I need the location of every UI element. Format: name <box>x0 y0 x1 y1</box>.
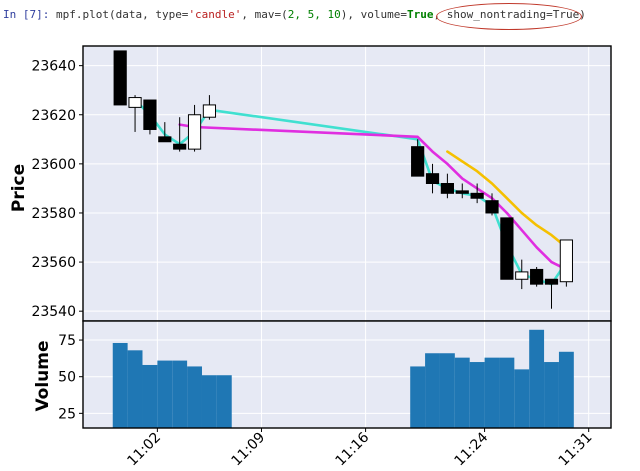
moving-average-line-10 <box>446 150 568 249</box>
candle-body <box>500 217 514 280</box>
volume-bar <box>439 353 455 428</box>
volume-tick-label: 50 <box>58 370 76 386</box>
code-segment: ) <box>579 8 586 21</box>
candle-body <box>158 136 172 143</box>
volume-bar <box>201 375 217 428</box>
time-tick-label: 11:24 <box>452 429 492 469</box>
highlight-oval <box>436 3 582 30</box>
volume-bar <box>187 366 202 428</box>
cell-prompt: In [7]: <box>3 8 50 21</box>
volume-bar <box>425 353 440 428</box>
price-tick-label: 23580 <box>31 206 76 222</box>
volume-panel: 25 50 75 <box>58 320 612 429</box>
volume-bar <box>127 350 143 428</box>
volume-bar <box>410 366 426 428</box>
candle-body <box>411 146 425 177</box>
candle-body <box>425 173 440 185</box>
time-axis: 11:02 11:09 11:16 11:24 11:31 <box>124 428 596 470</box>
volume-bar <box>544 362 559 428</box>
candle-body <box>143 99 157 130</box>
price-axis-label: Price <box>9 164 29 212</box>
candle-body <box>530 268 544 285</box>
candle-body <box>440 183 454 194</box>
code-segment: True <box>407 8 434 21</box>
candle-body <box>173 143 187 150</box>
candle-body <box>113 50 127 106</box>
code-segment: , mav=( <box>241 8 288 21</box>
price-panel: 23540 23560 23580 23600 23620 23640 <box>31 45 612 322</box>
volume-panel-border <box>82 320 612 429</box>
code-segment: ), volume= <box>340 8 407 21</box>
price-tick-label: 23640 <box>31 59 76 75</box>
code-segment: 2, 5, 10 <box>287 8 341 21</box>
volume-bar <box>112 342 128 428</box>
code-segment: 'candle' <box>188 8 242 21</box>
volume-bar <box>499 357 515 428</box>
volume-bar <box>172 360 188 428</box>
volume-tick-label: 25 <box>58 406 76 422</box>
volume-bar <box>529 329 545 428</box>
candle-body <box>515 271 529 280</box>
candle-body <box>187 114 202 150</box>
candle-body <box>559 239 573 283</box>
candle-body <box>544 278 559 285</box>
candle-body <box>128 97 142 108</box>
price-tick-label: 23540 <box>31 304 76 320</box>
volume-bar <box>514 369 530 428</box>
volume-bar <box>469 362 485 428</box>
time-tick-label: 11:09 <box>228 430 268 470</box>
volume-bar <box>157 360 173 428</box>
volume-bar <box>216 375 232 428</box>
code-segment: mpf.plot(data, type= <box>49 8 189 21</box>
volume-bar <box>484 357 500 428</box>
time-tick-label: 11:02 <box>124 430 164 470</box>
time-tick-label: 11:16 <box>333 429 373 469</box>
volume-bar <box>454 357 470 428</box>
time-tick-label: 11:31 <box>556 430 596 470</box>
volume-bar <box>558 351 574 428</box>
price-tick-label: 23560 <box>31 255 76 271</box>
price-tick-label: 23600 <box>31 157 76 173</box>
price-tick-label: 23620 <box>31 108 76 124</box>
volume-tick-label: 75 <box>58 333 76 349</box>
candle-body <box>470 192 484 199</box>
volume-bar <box>142 364 158 428</box>
candle-body <box>202 104 217 118</box>
candle-body <box>455 190 469 194</box>
volume-axis-label: Volume <box>33 340 53 411</box>
candle-body <box>485 200 499 214</box>
